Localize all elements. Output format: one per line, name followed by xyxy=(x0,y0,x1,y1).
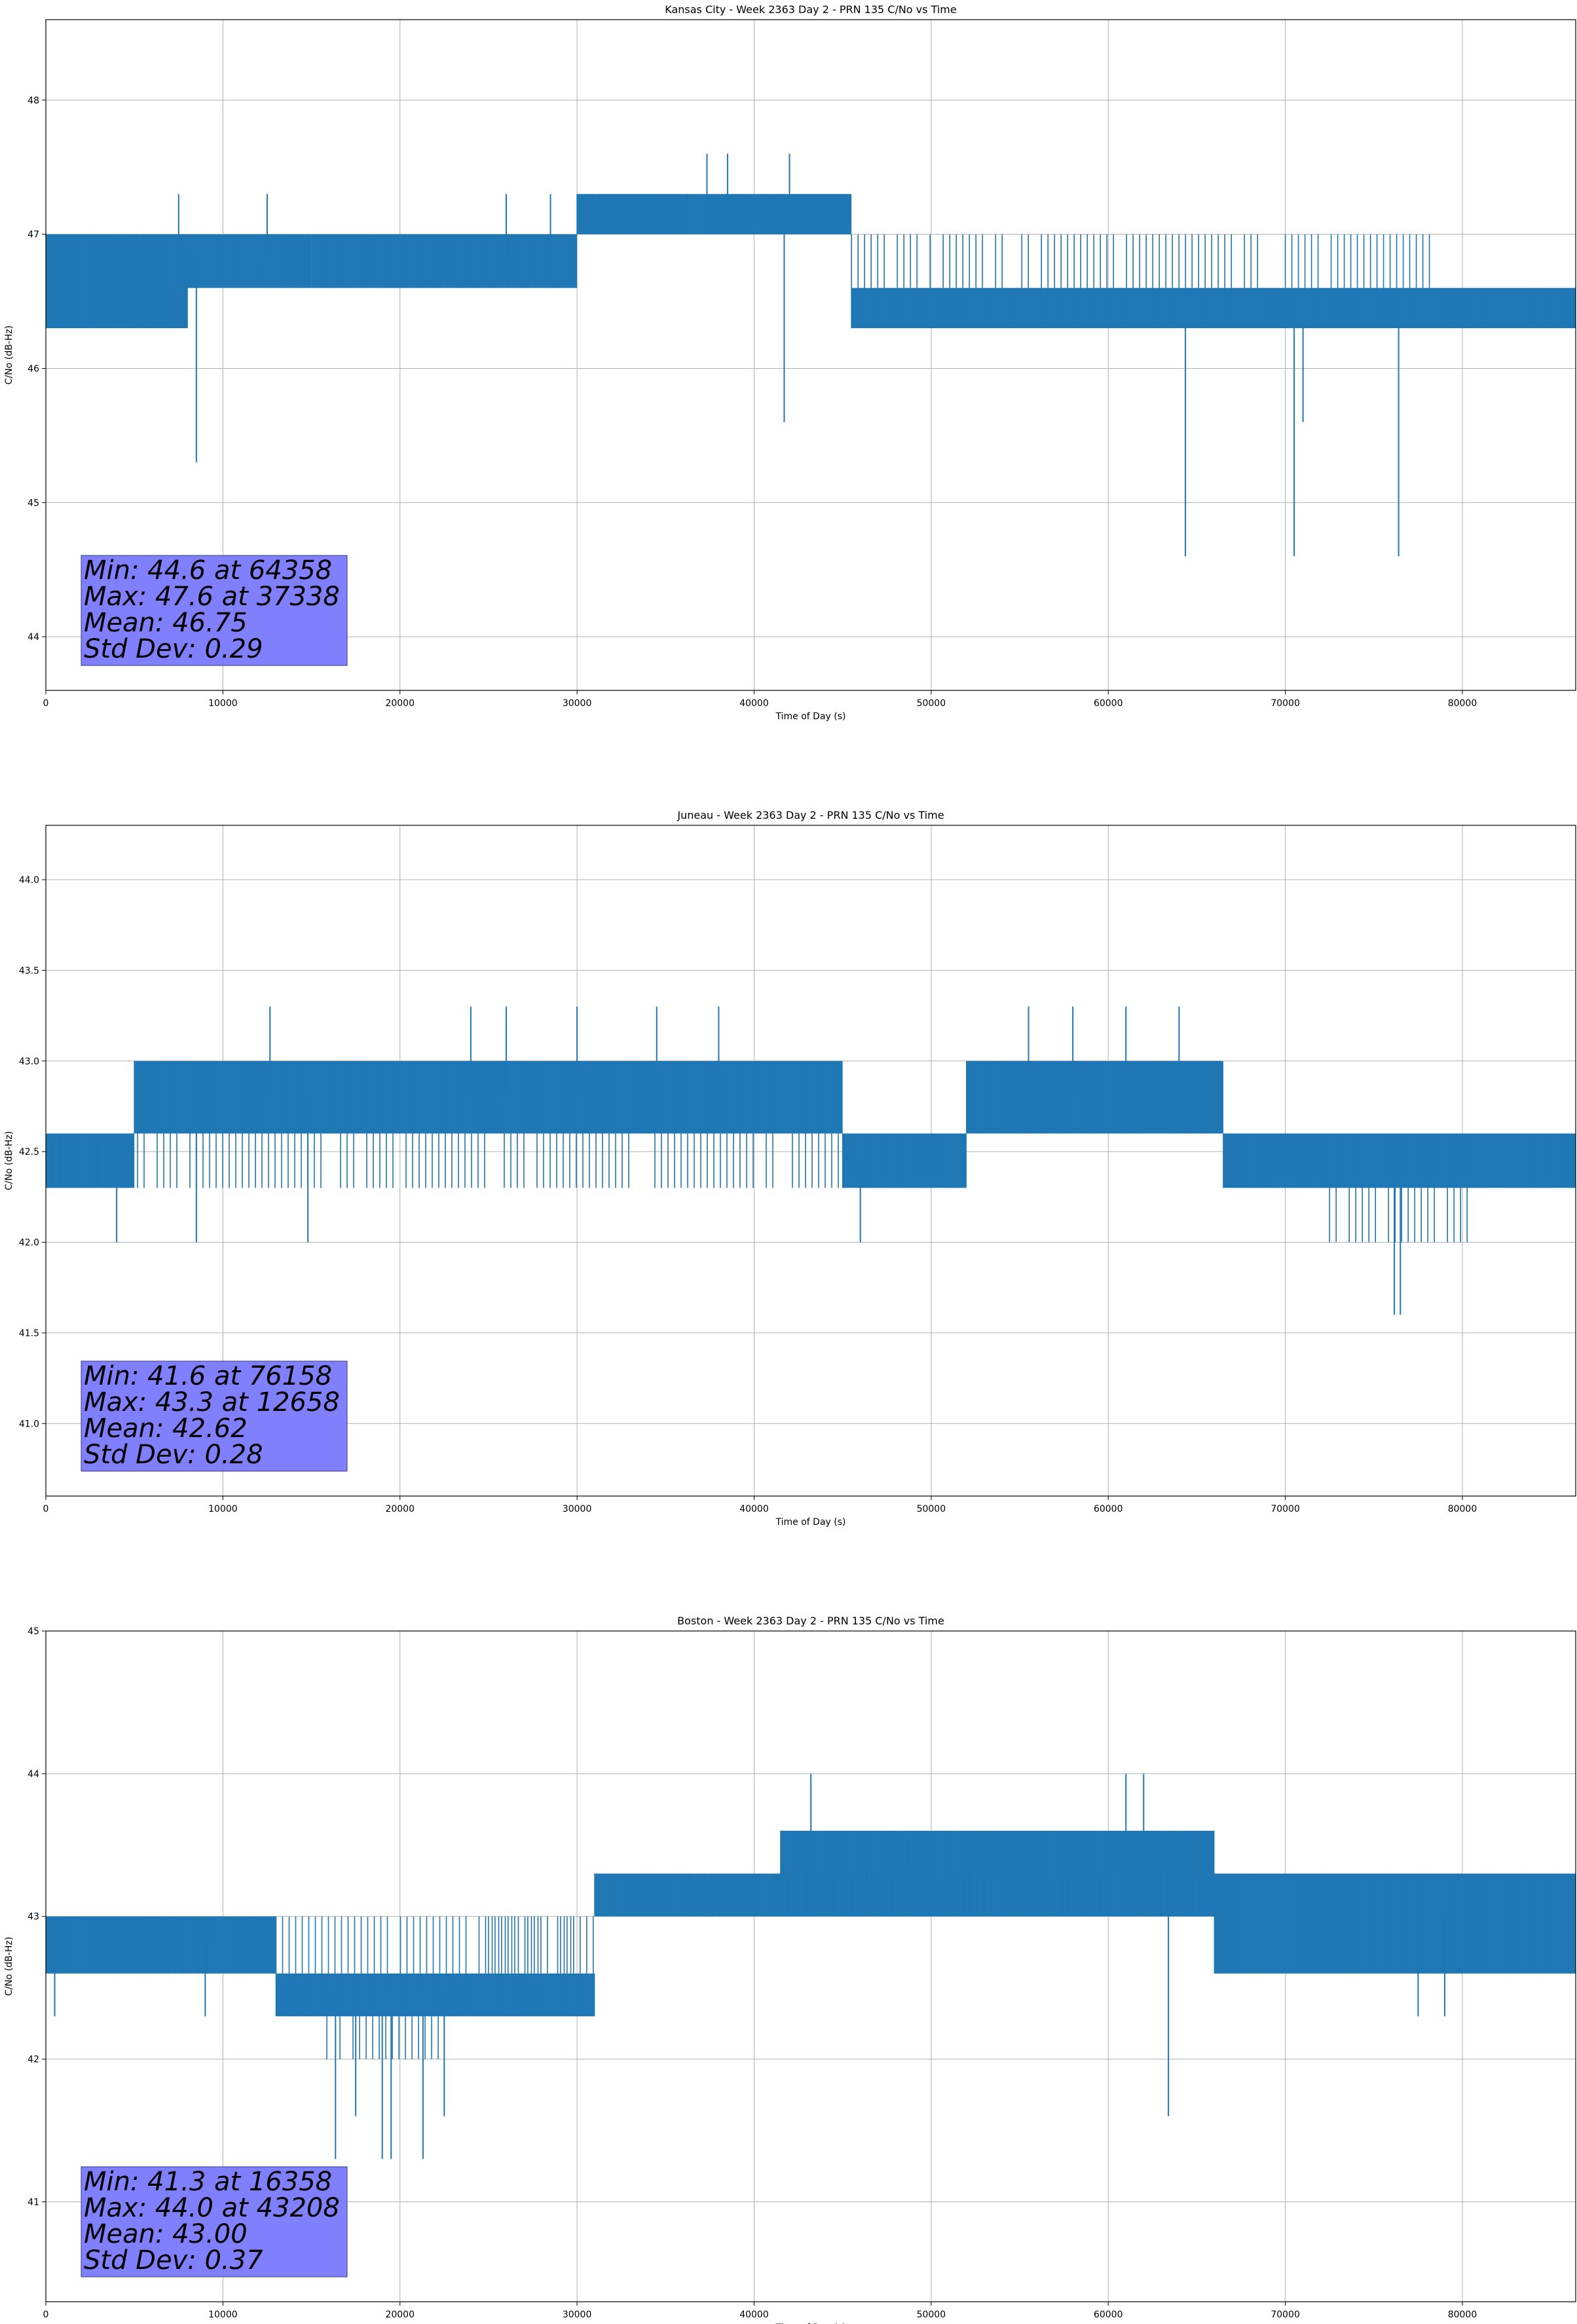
x-tick-label: 30000 xyxy=(563,1504,592,1514)
y-tick-label: 48 xyxy=(28,96,39,106)
plot-frame xyxy=(45,1630,1576,2302)
y-tick-label: 45 xyxy=(28,1626,39,1637)
y-tick-label: 41 xyxy=(28,2197,39,2207)
x-tick-label: 0 xyxy=(43,698,49,709)
x-tick-label: 40000 xyxy=(739,698,769,709)
x-tick-label: 70000 xyxy=(1271,1504,1300,1514)
x-tick-label: 40000 xyxy=(739,2310,769,2320)
plot-frame xyxy=(45,19,1576,691)
y-tick-label: 46 xyxy=(28,364,39,374)
y-tick-label: 42.5 xyxy=(19,1147,39,1157)
stats-box xyxy=(81,2166,348,2277)
trace-band xyxy=(46,1916,276,1974)
x-axis-label: Time of Day (s) xyxy=(775,711,846,722)
trace-band xyxy=(46,1133,135,1188)
x-tick-label: 70000 xyxy=(1271,698,1300,709)
stats-line: Max: 43.3 at 12658 xyxy=(84,1387,340,1417)
x-tick-label: 40000 xyxy=(739,1504,769,1514)
x-tick-label: 20000 xyxy=(385,698,415,709)
y-tick-label: 41.5 xyxy=(19,1328,39,1339)
chart-title: Boston - Week 2363 Day 2 - PRN 135 C/No … xyxy=(677,1615,944,1627)
x-tick-label: 60000 xyxy=(1094,2310,1123,2320)
x-tick-label: 70000 xyxy=(1271,2310,1300,2320)
series-trace xyxy=(46,153,1576,557)
x-tick-label: 30000 xyxy=(563,2310,592,2320)
y-axis-label: C/No (dB-Hz) xyxy=(4,1131,14,1190)
trace-band xyxy=(187,234,312,288)
y-tick-label: 41.0 xyxy=(19,1419,39,1429)
x-tick-label: 30000 xyxy=(563,698,592,709)
y-tick-label: 43.5 xyxy=(19,965,39,976)
y-tick-label: 43.0 xyxy=(19,1057,39,1067)
stats-line: Mean: 43.00 xyxy=(84,2219,248,2249)
trace-band xyxy=(851,288,1576,329)
x-axis-label: Time of Day (s) xyxy=(775,1517,846,1527)
trace-band xyxy=(311,234,578,288)
stats-line: Std Dev: 0.37 xyxy=(84,2245,263,2276)
x-tick-label: 80000 xyxy=(1448,2310,1477,2320)
kansas-city-panel: Kansas City - Week 2363 Day 2 - PRN 135 … xyxy=(4,3,1576,722)
chart-title: Juneau - Week 2363 Day 2 - PRN 135 C/No … xyxy=(677,809,944,821)
x-tick-label: 50000 xyxy=(917,2310,946,2320)
x-tick-label: 60000 xyxy=(1094,1504,1123,1514)
plot-frame xyxy=(45,825,1576,1497)
x-tick-label: 10000 xyxy=(208,1504,238,1514)
y-tick-label: 44 xyxy=(28,1769,39,1780)
x-axis-label: Time of Day (s) xyxy=(775,2323,846,2324)
x-tick-label: 60000 xyxy=(1094,698,1123,709)
y-tick-label: 42 xyxy=(28,2055,39,2065)
series-trace xyxy=(46,1006,1576,1315)
y-tick-label: 42.0 xyxy=(19,1238,39,1248)
stats-line: Max: 44.0 at 43208 xyxy=(84,2193,340,2223)
y-tick-label: 45 xyxy=(28,498,39,508)
stats-line: Max: 47.6 at 37338 xyxy=(84,582,340,612)
stats-line: Min: 41.3 at 16358 xyxy=(84,2167,332,2197)
x-tick-label: 80000 xyxy=(1448,698,1477,709)
stats-line: Std Dev: 0.29 xyxy=(84,634,263,664)
y-tick-label: 43 xyxy=(28,1912,39,1922)
stats-box xyxy=(81,555,348,666)
y-tick-label: 44.0 xyxy=(19,875,39,886)
stats-box xyxy=(81,1360,348,1472)
stats-line: Mean: 42.62 xyxy=(84,1414,248,1444)
trace-band xyxy=(276,1973,595,2017)
stats-line: Std Dev: 0.28 xyxy=(84,1440,263,1470)
x-tick-label: 0 xyxy=(43,2310,49,2320)
chart-title: Kansas City - Week 2363 Day 2 - PRN 135 … xyxy=(665,3,956,16)
x-tick-label: 80000 xyxy=(1448,1504,1477,1514)
x-tick-label: 50000 xyxy=(917,698,946,709)
trace-band xyxy=(1338,1133,1576,1188)
boston-panel: Boston - Week 2363 Day 2 - PRN 135 C/No … xyxy=(4,1615,1576,2324)
trace-jitter xyxy=(46,1831,1573,2059)
y-tick-label: 47 xyxy=(28,230,39,240)
x-tick-label: 50000 xyxy=(917,1504,946,1514)
trace-band xyxy=(842,1133,967,1188)
x-tick-label: 0 xyxy=(43,1504,49,1514)
stats-line: Min: 41.6 at 76158 xyxy=(84,1361,332,1391)
trace-jitter xyxy=(46,194,1575,328)
trace-jitter xyxy=(46,1060,1575,1243)
y-axis-label: C/No (dB-Hz) xyxy=(4,326,14,384)
stats-line: Mean: 46.75 xyxy=(84,608,248,638)
y-tick-label: 44 xyxy=(28,632,39,643)
series-trace xyxy=(46,1773,1576,2160)
y-axis-label: C/No (dB-Hz) xyxy=(4,1937,14,1996)
x-tick-label: 20000 xyxy=(385,2310,415,2320)
stats-line: Min: 44.6 at 64358 xyxy=(84,555,332,586)
juneau-panel: Juneau - Week 2363 Day 2 - PRN 135 C/No … xyxy=(4,809,1576,1527)
x-tick-label: 10000 xyxy=(208,698,238,709)
trace-band xyxy=(966,1060,1020,1134)
x-tick-label: 10000 xyxy=(208,2310,238,2320)
x-tick-label: 20000 xyxy=(385,1504,415,1514)
